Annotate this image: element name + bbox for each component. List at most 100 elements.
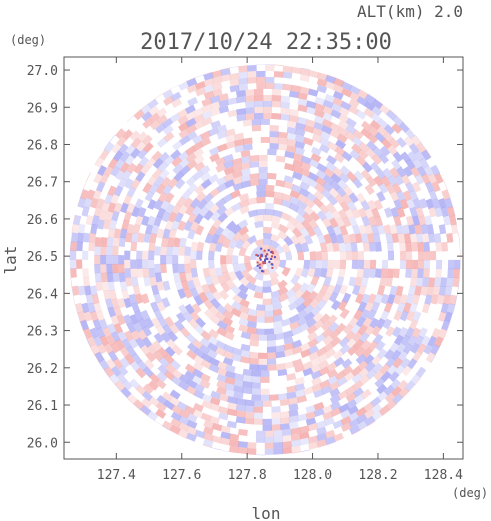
field-cell bbox=[300, 289, 312, 301]
field-cell bbox=[398, 326, 409, 338]
x-unit-label: (deg) bbox=[452, 486, 488, 500]
field-cell bbox=[251, 382, 261, 389]
field-cell bbox=[315, 259, 323, 270]
field-cell bbox=[300, 242, 310, 253]
field-cell bbox=[111, 298, 120, 309]
field-cell bbox=[371, 410, 383, 421]
field-cell bbox=[372, 146, 384, 158]
field-cell bbox=[319, 143, 330, 154]
field-cell bbox=[210, 297, 221, 309]
field-cell bbox=[147, 343, 158, 355]
field-cell bbox=[195, 191, 207, 203]
field-cell bbox=[157, 191, 168, 203]
field-cell bbox=[256, 70, 266, 78]
field-cell bbox=[208, 173, 219, 184]
field-cell bbox=[275, 179, 286, 188]
field-cell bbox=[382, 167, 393, 179]
field-cell bbox=[184, 246, 192, 256]
field-cell bbox=[368, 268, 376, 279]
field-cell bbox=[92, 189, 102, 201]
field-cell bbox=[395, 285, 404, 296]
field-cell bbox=[194, 161, 206, 172]
field-cell bbox=[155, 183, 166, 195]
field-cell bbox=[126, 186, 137, 198]
field-cell bbox=[282, 71, 293, 79]
field-cell bbox=[172, 163, 184, 175]
field-cell bbox=[360, 89, 369, 95]
field-cell bbox=[82, 250, 89, 260]
field-cell bbox=[335, 217, 345, 228]
field-cell bbox=[373, 199, 384, 211]
field-cell bbox=[154, 263, 161, 274]
field-cell bbox=[70, 259, 77, 269]
field-cell bbox=[239, 232, 250, 243]
field-cell bbox=[269, 271, 280, 280]
field-cell bbox=[378, 182, 389, 194]
field-cell bbox=[291, 184, 303, 194]
field-cell bbox=[402, 302, 412, 313]
field-cell bbox=[357, 360, 369, 371]
field-cell bbox=[231, 202, 242, 212]
field-cell bbox=[311, 383, 323, 393]
y-tick-label: 26.8 bbox=[27, 138, 58, 153]
field-cell bbox=[333, 432, 344, 442]
field-cell bbox=[157, 161, 169, 173]
field-cell bbox=[423, 343, 434, 355]
field-cell bbox=[232, 294, 243, 305]
field-cell bbox=[126, 345, 137, 357]
field-cell bbox=[131, 276, 139, 287]
field-cell bbox=[138, 156, 150, 168]
field-cell bbox=[329, 180, 341, 191]
field-cell bbox=[325, 348, 337, 359]
field-cell bbox=[186, 130, 198, 141]
field-cell bbox=[162, 124, 174, 136]
field-cell bbox=[186, 77, 198, 87]
field-cell bbox=[141, 336, 153, 348]
field-cell bbox=[131, 206, 141, 218]
field-cell bbox=[110, 365, 122, 377]
field-cell bbox=[273, 429, 284, 437]
field-cell bbox=[186, 378, 198, 389]
field-cell bbox=[399, 293, 408, 305]
field-cell bbox=[287, 294, 298, 305]
field-cell bbox=[270, 290, 281, 299]
field-cell bbox=[282, 441, 293, 449]
field-cell bbox=[353, 309, 364, 321]
field-cell bbox=[222, 271, 232, 282]
field-cell bbox=[125, 232, 133, 243]
field-cell bbox=[188, 318, 199, 330]
field-cell bbox=[220, 68, 231, 76]
field-cell bbox=[156, 137, 168, 148]
field-cell bbox=[256, 208, 266, 216]
field-cell bbox=[185, 385, 197, 396]
field-cell bbox=[120, 202, 129, 214]
field-cell bbox=[386, 293, 396, 305]
field-cell bbox=[347, 345, 358, 356]
field-cell bbox=[253, 100, 264, 108]
field-cell bbox=[431, 198, 441, 209]
center-speckle bbox=[270, 251, 273, 254]
field-cell bbox=[164, 219, 174, 231]
field-cell bbox=[90, 346, 95, 355]
field-cell bbox=[164, 316, 175, 328]
field-cell bbox=[253, 400, 263, 407]
field-cell bbox=[231, 353, 242, 362]
field-cell bbox=[286, 385, 297, 394]
field-cell bbox=[133, 109, 145, 121]
field-cell bbox=[305, 411, 317, 420]
field-cell bbox=[203, 78, 214, 87]
field-cell bbox=[142, 259, 149, 269]
field-cell bbox=[186, 159, 198, 170]
field-cell bbox=[305, 106, 317, 116]
field-cell bbox=[415, 142, 427, 154]
field-cell bbox=[71, 223, 74, 233]
field-cell bbox=[238, 199, 250, 209]
field-cell bbox=[218, 99, 229, 108]
field-cell bbox=[193, 147, 204, 158]
field-cell bbox=[170, 91, 182, 102]
field-cell bbox=[458, 277, 460, 288]
field-cell bbox=[204, 233, 214, 244]
field-cell bbox=[211, 422, 223, 432]
field-cell bbox=[185, 271, 193, 282]
field-cell bbox=[438, 285, 447, 296]
